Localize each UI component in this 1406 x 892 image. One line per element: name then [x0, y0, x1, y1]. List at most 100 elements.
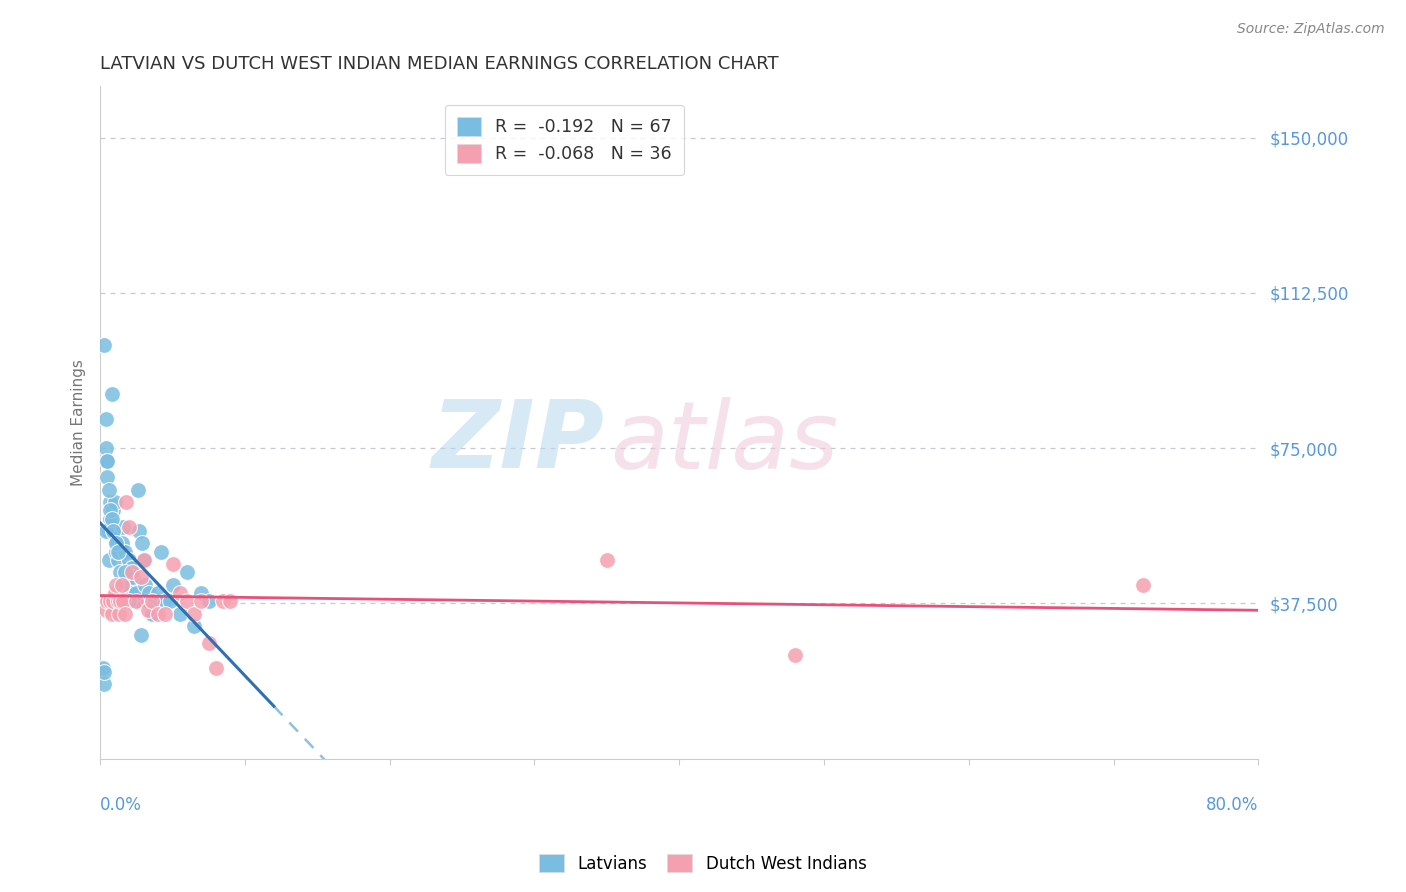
- Point: [155, 607, 177, 621]
- Point: [110, 566, 132, 580]
- Point: [122, 569, 145, 583]
- Point: [96, 453, 118, 467]
- Point: [93, 594, 115, 608]
- Point: [97, 524, 120, 538]
- Point: [97, 483, 120, 497]
- Point: [118, 553, 141, 567]
- Point: [101, 524, 124, 538]
- Point: [169, 607, 191, 621]
- Point: [104, 524, 127, 538]
- Y-axis label: Median Earnings: Median Earnings: [72, 359, 86, 486]
- Point: [197, 636, 219, 650]
- Text: 80.0%: 80.0%: [1206, 796, 1258, 814]
- Point: [101, 594, 124, 608]
- Legend: Latvians, Dutch West Indians: Latvians, Dutch West Indians: [533, 847, 873, 880]
- Point: [91, 661, 114, 675]
- Point: [219, 594, 242, 608]
- Point: [190, 594, 212, 608]
- Point: [125, 594, 148, 608]
- Legend: R =  -0.192   N = 67, R =  -0.068   N = 36: R = -0.192 N = 67, R = -0.068 N = 36: [444, 104, 683, 175]
- Point: [105, 536, 128, 550]
- Point: [108, 594, 131, 608]
- Point: [93, 665, 115, 679]
- Point: [98, 495, 121, 509]
- Point: [101, 524, 124, 538]
- Point: [115, 578, 138, 592]
- Point: [105, 545, 128, 559]
- Point: [100, 607, 122, 621]
- Point: [115, 495, 138, 509]
- Point: [183, 607, 205, 621]
- Point: [107, 594, 129, 608]
- Point: [121, 566, 143, 580]
- Point: [100, 387, 122, 401]
- Point: [132, 553, 155, 567]
- Point: [94, 603, 117, 617]
- Point: [118, 566, 141, 580]
- Point: [107, 545, 129, 559]
- Point: [94, 441, 117, 455]
- Point: [108, 545, 131, 559]
- Point: [96, 470, 118, 484]
- Point: [129, 627, 152, 641]
- Point: [146, 607, 169, 621]
- Point: [112, 594, 135, 608]
- Point: [783, 648, 806, 663]
- Point: [596, 553, 619, 567]
- Point: [111, 536, 134, 550]
- Point: [98, 511, 121, 525]
- Point: [141, 607, 163, 621]
- Text: atlas: atlas: [610, 397, 838, 488]
- Point: [120, 586, 142, 600]
- Point: [107, 553, 129, 567]
- Point: [155, 594, 177, 608]
- Point: [114, 545, 136, 559]
- Point: [176, 566, 198, 580]
- Point: [128, 524, 150, 538]
- Point: [110, 594, 132, 608]
- Text: 0.0%: 0.0%: [100, 796, 142, 814]
- Point: [93, 337, 115, 351]
- Point: [176, 594, 198, 608]
- Point: [124, 594, 146, 608]
- Point: [118, 594, 141, 608]
- Point: [112, 520, 135, 534]
- Text: LATVIAN VS DUTCH WEST INDIAN MEDIAN EARNINGS CORRELATION CHART: LATVIAN VS DUTCH WEST INDIAN MEDIAN EARN…: [100, 55, 779, 73]
- Point: [114, 566, 136, 580]
- Point: [190, 586, 212, 600]
- Point: [183, 619, 205, 633]
- Point: [131, 536, 153, 550]
- Point: [197, 594, 219, 608]
- Point: [94, 524, 117, 538]
- Point: [114, 607, 136, 621]
- Point: [205, 661, 228, 675]
- Text: Source: ZipAtlas.com: Source: ZipAtlas.com: [1237, 22, 1385, 37]
- Point: [104, 586, 127, 600]
- Point: [100, 511, 122, 525]
- Point: [143, 594, 166, 608]
- Point: [101, 503, 124, 517]
- Point: [98, 503, 121, 517]
- Point: [94, 412, 117, 426]
- Point: [105, 578, 128, 592]
- Point: [146, 586, 169, 600]
- Point: [111, 578, 134, 592]
- Point: [1132, 578, 1154, 592]
- Point: [117, 594, 139, 608]
- Point: [134, 578, 156, 592]
- Point: [136, 603, 159, 617]
- Point: [138, 586, 160, 600]
- Point: [97, 553, 120, 567]
- Point: [104, 495, 127, 509]
- Point: [125, 586, 148, 600]
- Text: ZIP: ZIP: [432, 396, 605, 489]
- Point: [169, 586, 191, 600]
- Point: [105, 536, 128, 550]
- Point: [129, 569, 152, 583]
- Point: [127, 483, 149, 497]
- Point: [159, 594, 181, 608]
- Point: [96, 594, 118, 608]
- Point: [149, 545, 172, 559]
- Point: [118, 520, 141, 534]
- Point: [162, 557, 184, 571]
